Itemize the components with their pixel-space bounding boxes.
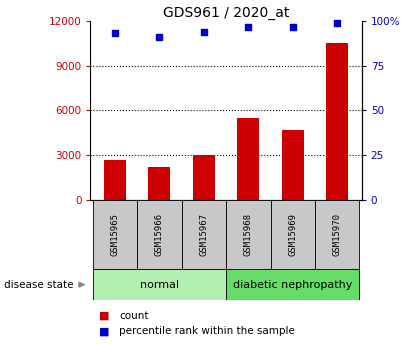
Bar — [182, 200, 226, 269]
Bar — [326, 43, 349, 200]
Text: GSM15966: GSM15966 — [155, 213, 164, 256]
Text: count: count — [119, 311, 149, 321]
Point — [156, 34, 163, 40]
Text: GSM15969: GSM15969 — [288, 213, 297, 256]
Bar — [315, 200, 360, 269]
Text: disease state: disease state — [4, 280, 74, 289]
Point — [112, 30, 118, 36]
Title: GDS961 / 2020_at: GDS961 / 2020_at — [163, 6, 289, 20]
Text: percentile rank within the sample: percentile rank within the sample — [119, 326, 295, 336]
Bar — [226, 269, 360, 300]
Text: GSM15967: GSM15967 — [199, 213, 208, 256]
Text: ■: ■ — [99, 326, 109, 336]
Bar — [270, 200, 315, 269]
Text: normal: normal — [140, 280, 179, 289]
Point — [289, 24, 296, 30]
Point — [334, 21, 340, 26]
Bar — [237, 118, 259, 200]
Text: GSM15970: GSM15970 — [333, 213, 342, 256]
Bar — [193, 155, 215, 200]
Bar — [92, 200, 137, 269]
Text: GSM15968: GSM15968 — [244, 213, 253, 256]
Text: GSM15965: GSM15965 — [111, 213, 119, 256]
Text: ■: ■ — [99, 311, 109, 321]
Bar — [282, 130, 304, 200]
Point — [201, 30, 207, 35]
Bar — [92, 269, 226, 300]
Point — [245, 24, 252, 30]
Bar — [104, 160, 126, 200]
Bar — [148, 167, 171, 200]
Text: diabetic nephropathy: diabetic nephropathy — [233, 280, 353, 289]
Bar — [137, 200, 182, 269]
Bar — [226, 200, 270, 269]
